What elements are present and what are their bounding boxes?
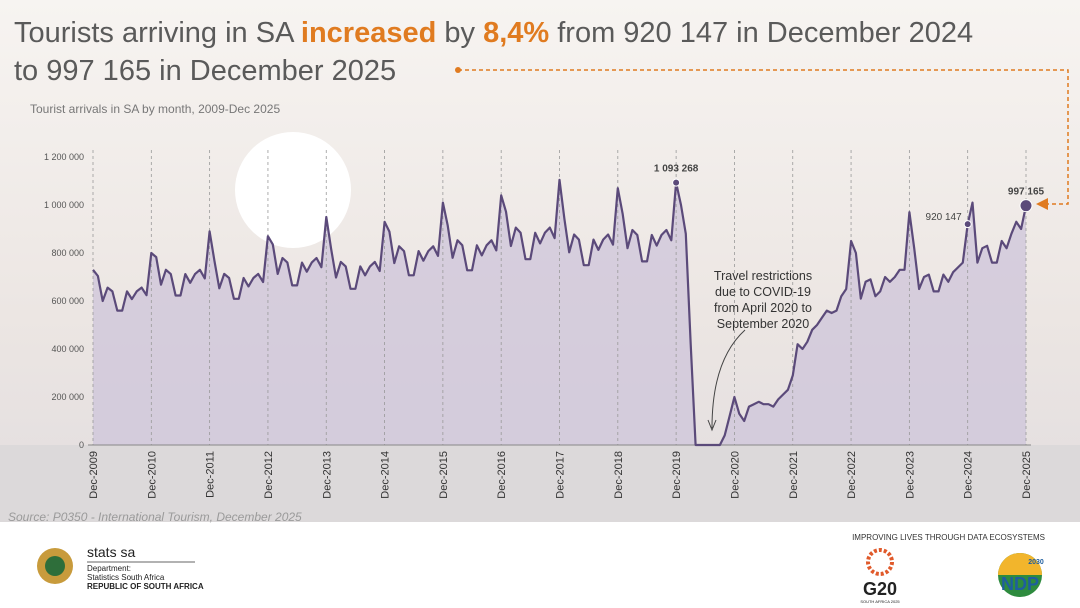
y-tick-label: 400 000 <box>51 344 84 354</box>
country: REPUBLIC OF SOUTH AFRICA <box>87 582 204 591</box>
plot: 0 200 000 400 000 600 000 800 000 1 000 000 1 … <box>44 150 1045 499</box>
x-tick-label: Dec-2010 <box>146 451 158 499</box>
title-part: Tourists arriving in SA <box>14 17 301 49</box>
connector-arrow <box>1036 198 1048 210</box>
g20-emblem <box>866 548 894 576</box>
title-line2: to 997 165 in December 2025 <box>14 55 396 87</box>
x-tick-label: Dec-2025 <box>1021 451 1033 499</box>
logo-statssa: stats sa Department: Statistics South Af… <box>37 544 204 591</box>
org-name: stats sa <box>87 544 135 560</box>
g20-label: G20 <box>863 579 897 599</box>
x-tick-label: Dec-2016 <box>496 451 508 499</box>
marker <box>672 178 681 187</box>
source: Source: P0350 - International Tourism, D… <box>8 510 302 524</box>
title-part: from 920 147 in December 2024 <box>549 17 973 49</box>
x-tick-label: Dec-2017 <box>555 451 567 499</box>
subtitle: Tourist arrivals in SA by month, 2009-De… <box>30 102 280 116</box>
x-tick-label: Dec-2015 <box>438 451 450 499</box>
ndp-emblem-top <box>998 553 1042 575</box>
coat-of-arms-inner <box>45 556 65 576</box>
x-tick-label: Dec-2009 <box>88 451 100 499</box>
x-tick-label: Dec-2022 <box>846 451 858 499</box>
g20-sub: SOUTH AFRICA 2025 <box>860 599 900 604</box>
x-tick-label: Dec-2019 <box>671 451 683 499</box>
x-tick-label: Dec-2020 <box>729 451 741 499</box>
x-tick-label: Dec-2012 <box>263 451 275 499</box>
ndp-label: NDP <box>1001 574 1039 594</box>
annotation: September 2020 <box>717 317 809 331</box>
x-tick-label: Dec-2011 <box>205 451 217 498</box>
y-tick-label: 800 000 <box>51 248 84 258</box>
marker <box>1019 199 1033 213</box>
annotation: Travel restrictions <box>714 269 812 283</box>
connector-dot <box>455 67 461 73</box>
annotation-arrowhead <box>707 419 717 432</box>
connector <box>458 69 1069 205</box>
x-tick-label: Dec-2014 <box>380 451 392 499</box>
value-label: 997 165 <box>1008 187 1045 198</box>
axis-band <box>0 445 1080 522</box>
dept: Department: <box>87 564 131 573</box>
dept-name: Statistics South Africa <box>87 573 165 582</box>
y-tick-label: 1 200 000 <box>44 152 84 162</box>
marker <box>963 220 972 229</box>
x-tick-label: Dec-2018 <box>613 451 625 499</box>
x-tick-label: Dec-2024 <box>963 451 975 499</box>
x-tick-label: Dec-2021 <box>788 451 800 499</box>
ndp-year: 2030 <box>1028 559 1044 566</box>
x-tick-label: Dec-2023 <box>904 451 916 499</box>
value-label: 1 093 268 <box>654 164 699 175</box>
annotation: due to COVID-19 <box>715 285 811 299</box>
title-part: by <box>436 17 483 49</box>
logo-g20: G20 SOUTH AFRICA 2025 <box>860 548 900 604</box>
title: Tourists arriving in SA increased by 8,4… <box>14 17 973 49</box>
slogan: IMPROVING LIVES THROUGH DATA ECOSYSTEMS <box>852 533 1045 542</box>
annotation: from April 2020 to <box>714 301 812 315</box>
title-part: 8,4% <box>483 17 549 49</box>
title-part: increased <box>301 17 436 49</box>
y-tick-label: 0 <box>79 440 84 450</box>
y-tick-label: 1 000 000 <box>44 200 84 210</box>
x-tick-label: Dec-2013 <box>321 451 333 499</box>
sun <box>235 132 351 248</box>
y-tick-label: 600 000 <box>51 296 84 306</box>
logo-ndp: NDP 2030 <box>998 553 1044 597</box>
value-label: 920 147 <box>926 212 963 223</box>
footer-band <box>0 522 1080 608</box>
annotation-arrow <box>711 329 746 429</box>
y-tick-label: 200 000 <box>51 392 84 402</box>
line <box>92 178 1028 447</box>
